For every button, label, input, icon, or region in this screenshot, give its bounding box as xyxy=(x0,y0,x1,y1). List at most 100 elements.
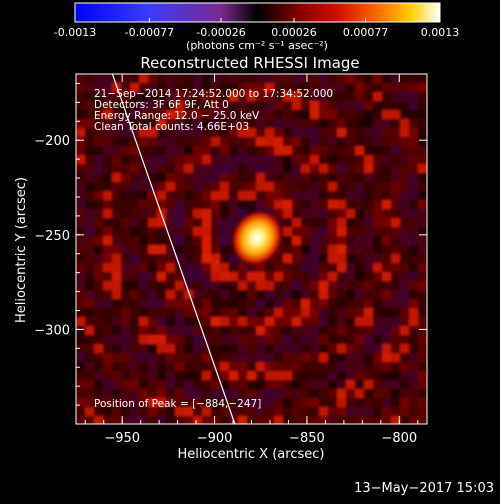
heatmap-cell xyxy=(184,110,194,120)
heatmap-cell xyxy=(139,137,149,147)
heatmap-cell xyxy=(211,182,221,192)
heatmap-cell xyxy=(355,398,365,408)
heatmap-cell xyxy=(274,371,284,381)
heatmap-cell xyxy=(292,182,302,192)
heatmap-cell xyxy=(121,101,131,111)
heatmap-cell xyxy=(121,281,131,291)
heatmap-cell xyxy=(229,254,239,264)
heatmap-cell xyxy=(274,389,284,399)
colorbar: -0.0013 -0.00077 -0.00026 0.00026 0.00077 0.0… xyxy=(54,2,459,52)
heatmap-cell xyxy=(373,164,383,174)
heatmap-cell xyxy=(337,290,347,300)
heatmap-cell xyxy=(85,146,95,156)
heatmap-cell xyxy=(418,344,427,354)
heatmap-cell xyxy=(175,128,185,138)
heatmap-cell xyxy=(193,155,203,165)
heatmap-cell xyxy=(301,200,311,210)
heatmap-cell xyxy=(301,146,311,156)
heatmap-cell xyxy=(94,380,104,390)
annotation-block: 21−Sep−2014 17:24:52.000 to 17:34:52.000… xyxy=(94,88,333,133)
heatmap-cell xyxy=(292,155,302,165)
heatmap-cell xyxy=(76,101,86,111)
heatmap-cell xyxy=(319,110,329,120)
heatmap-cell xyxy=(184,254,194,264)
heatmap-cell xyxy=(85,272,95,282)
heatmap-cell xyxy=(157,416,167,424)
heatmap-cell xyxy=(346,380,356,390)
heatmap-cell xyxy=(166,398,176,408)
heatmap-cell xyxy=(76,263,86,273)
heatmap-cell xyxy=(355,209,365,219)
heatmap-cell xyxy=(202,353,212,363)
heatmap-cell xyxy=(193,191,203,201)
heatmap-cell xyxy=(409,209,419,219)
heatmap-cell xyxy=(220,281,230,291)
heatmap-cell xyxy=(229,128,239,138)
heatmap-cell xyxy=(310,110,320,120)
heatmap-cell xyxy=(193,326,203,336)
heatmap-cell xyxy=(166,191,176,201)
heatmap-cell xyxy=(283,83,293,93)
heatmap-cell xyxy=(193,245,203,255)
heatmap-cell xyxy=(409,119,419,129)
heatmap-cell xyxy=(418,272,427,282)
heatmap-cell xyxy=(166,416,176,424)
heatmap-cell xyxy=(364,101,374,111)
heatmap-cell xyxy=(166,155,176,165)
heatmap-cell xyxy=(238,83,248,93)
heatmap-cell xyxy=(184,173,194,183)
heatmap-cell xyxy=(418,146,427,156)
heatmap-cell xyxy=(310,146,320,156)
heatmap-cell xyxy=(94,173,104,183)
heatmap-cell xyxy=(283,137,293,147)
heatmap-cell xyxy=(103,128,113,138)
heatmap-cell xyxy=(373,398,383,408)
heatmap-cell xyxy=(121,92,131,102)
heatmap-cell xyxy=(157,137,167,147)
heatmap-cell xyxy=(148,290,158,300)
heatmap-cell xyxy=(139,353,149,363)
heatmap-cell xyxy=(76,119,86,129)
heatmap-cell xyxy=(94,308,104,318)
heatmap-cell xyxy=(409,299,419,309)
heatmap-cell xyxy=(121,290,131,300)
heatmap-cell xyxy=(382,245,392,255)
heatmap-cell xyxy=(76,335,86,345)
heatmap-cell xyxy=(139,326,149,336)
heatmap-cell xyxy=(256,353,266,363)
heatmap-cell xyxy=(265,389,275,399)
heatmap-cell xyxy=(319,308,329,318)
heatmap-cell xyxy=(292,362,302,372)
heatmap-cell xyxy=(121,335,131,345)
heatmap-cell xyxy=(418,407,427,417)
heatmap-cell xyxy=(256,272,266,282)
heatmap-cell xyxy=(337,362,347,372)
heatmap-cell xyxy=(193,353,203,363)
heatmap-cell xyxy=(400,281,410,291)
heatmap-cell xyxy=(391,164,401,174)
heatmap-cell xyxy=(292,137,302,147)
heatmap-cell xyxy=(400,263,410,273)
heatmap-cell xyxy=(121,200,131,210)
heatmap-cell xyxy=(94,245,104,255)
heatmap-cell xyxy=(139,200,149,210)
heatmap-cell xyxy=(139,272,149,282)
heatmap-cell xyxy=(292,344,302,354)
heatmap-cell xyxy=(301,128,311,138)
heatmap-cell xyxy=(274,128,284,138)
heatmap-cell xyxy=(292,308,302,318)
heatmap-cell xyxy=(76,308,86,318)
heatmap-cell xyxy=(130,83,140,93)
heatmap-cell xyxy=(130,380,140,390)
heatmap-cell xyxy=(301,281,311,291)
heatmap-cell xyxy=(148,164,158,174)
heatmap-cell xyxy=(121,164,131,174)
heatmap-cell xyxy=(229,389,239,399)
heatmap-cell xyxy=(220,344,230,354)
heatmap-cell xyxy=(355,119,365,129)
heatmap-cell xyxy=(148,389,158,399)
heatmap-cell xyxy=(283,416,293,424)
heatmap-cell xyxy=(337,182,347,192)
heatmap-cell xyxy=(166,245,176,255)
heatmap-cell xyxy=(202,407,212,417)
